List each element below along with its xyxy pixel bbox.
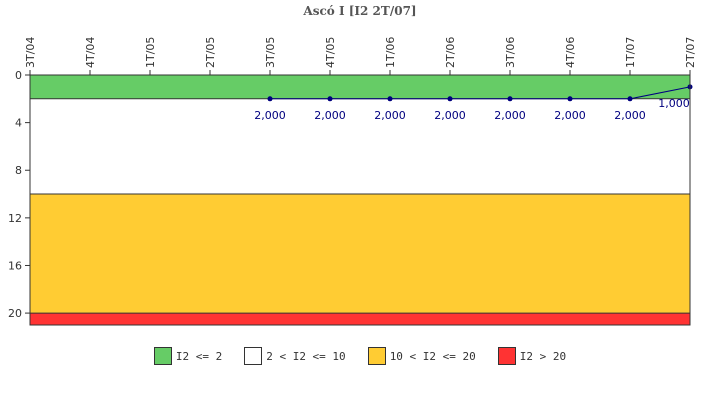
legend-item: 2 < I2 <= 10 (244, 344, 346, 368)
threshold-band (30, 313, 690, 325)
legend-label: I2 > 20 (519, 349, 567, 363)
x-tick-label: 3T/06 (504, 37, 517, 68)
data-point (387, 96, 393, 102)
legend-label: 10 < I2 <= 20 (389, 349, 476, 363)
series-line (270, 86, 691, 100)
data-label: 2,000 (494, 109, 526, 122)
data-label: 2,000 (254, 109, 286, 122)
plot-frame (29, 74, 691, 326)
y-tick-label: 20 (8, 307, 22, 320)
threshold-band (30, 194, 690, 314)
legend-swatch (244, 347, 263, 365)
legend-item: I2 <= 2 (153, 344, 223, 368)
legend-label: I2 <= 2 (175, 349, 223, 363)
x-tick-label: 4T/04 (84, 37, 97, 68)
data-label: 2,000 (554, 109, 586, 122)
data-label: 2,000 (374, 109, 406, 122)
legend-label: 2 < I2 <= 10 (266, 349, 346, 363)
x-tick-label: 4T/05 (324, 37, 337, 68)
data-point (627, 96, 633, 102)
chart-title: Ascó I [I2 2T/07] (302, 4, 416, 18)
legend-swatch (153, 347, 172, 365)
data-label: 2,000 (314, 109, 346, 122)
threshold-band (30, 75, 690, 99)
legend-item: 10 < I2 <= 20 (367, 344, 476, 368)
y-tick-label: 8 (15, 164, 22, 177)
x-tick-label: 2T/07 (684, 37, 697, 68)
y-tick-label: 0 (15, 69, 22, 82)
legend-swatch (367, 347, 386, 365)
x-tick-label: 4T/06 (564, 37, 577, 68)
x-tick-label: 1T/06 (384, 37, 397, 68)
x-tick-label: 1T/05 (144, 37, 157, 68)
data-label: 2,000 (434, 109, 466, 122)
y-tick-label: 16 (8, 259, 22, 272)
data-point (267, 96, 273, 102)
legend-swatch (497, 347, 516, 365)
data-label: 1,000 (658, 97, 690, 110)
data-point (567, 96, 573, 102)
x-tick-label: 2T/05 (204, 37, 217, 68)
x-tick-label: 3T/05 (264, 37, 277, 68)
x-tick-label: 3T/04 (24, 37, 37, 68)
data-point (447, 96, 453, 102)
threshold-band (30, 98, 690, 195)
data-label: 2,000 (614, 109, 646, 122)
x-tick-label: 2T/06 (444, 37, 457, 68)
y-tick-label: 4 (15, 117, 22, 130)
data-point (327, 96, 333, 102)
chart-legend: I2 <= 2 2 < I2 <= 10 10 < I2 <= 20 I2 > 20 (0, 344, 720, 368)
data-point (507, 96, 513, 102)
y-tick-label: 12 (8, 212, 22, 225)
legend-item: I2 > 20 (497, 344, 567, 368)
x-tick-label: 1T/07 (624, 37, 637, 68)
